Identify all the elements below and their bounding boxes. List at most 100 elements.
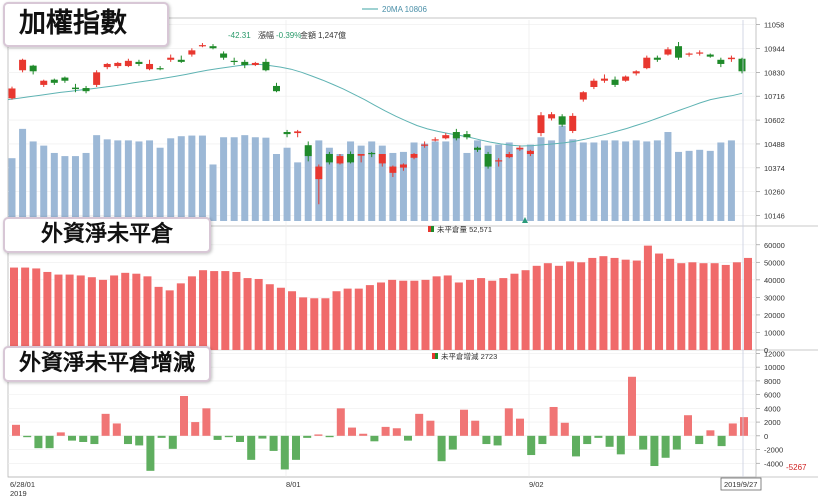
oi-change-bar — [572, 435, 580, 457]
candle-body — [167, 57, 175, 60]
oi-bar — [699, 263, 708, 350]
oi-change-bar — [628, 376, 636, 436]
oi-tick-label-4: 40000 — [764, 276, 785, 285]
oi-change-bar — [34, 435, 43, 449]
candle-body — [421, 144, 429, 146]
price-tick-label-5: 10716 — [764, 92, 785, 101]
candlesticks — [8, 41, 746, 205]
oi-change-bar — [415, 413, 424, 436]
volume-bar — [590, 142, 598, 221]
oi-bar — [710, 263, 719, 350]
candle-body — [177, 59, 185, 62]
chg-legend-swatch-2 — [435, 353, 438, 359]
oi-change-bar — [258, 435, 267, 439]
oi-bar — [299, 297, 308, 350]
oi-change-bar — [112, 423, 121, 436]
candle-body — [146, 63, 154, 70]
candle-body — [251, 62, 259, 66]
candle-body — [220, 53, 228, 58]
price-tick-label-6: 10830 — [764, 68, 785, 77]
oi-change-bar — [157, 435, 166, 438]
oi-bar — [666, 258, 675, 350]
oi-bar — [732, 262, 741, 350]
candle-body — [537, 115, 545, 134]
oi-bar — [187, 276, 196, 350]
volume-bar — [336, 154, 344, 221]
info-pct: -0.39% — [276, 31, 301, 40]
volume-bar — [632, 140, 640, 221]
oi-change-bar — [549, 406, 558, 436]
oi-bar — [32, 268, 41, 350]
volume-bar — [643, 141, 651, 221]
candle-body — [230, 60, 238, 63]
volume-bar — [653, 140, 661, 221]
volume-bar — [188, 135, 196, 221]
oi-bar — [432, 276, 441, 350]
volume-bar — [82, 152, 90, 221]
oi-bar — [554, 265, 563, 350]
candle-body — [590, 80, 598, 87]
oi-bar — [377, 282, 385, 350]
candle-body — [696, 52, 704, 54]
oi-bar — [365, 285, 374, 350]
oi-change-bar — [224, 435, 233, 438]
oi-change-bar — [146, 435, 155, 471]
oi-bar — [54, 274, 63, 350]
oi-change-bar — [90, 435, 99, 445]
candle-body — [727, 57, 735, 60]
volume-bar — [29, 141, 37, 221]
x-label-year: 2019 — [10, 489, 27, 498]
oi-change-bar — [370, 435, 379, 442]
volume-bar — [156, 147, 164, 221]
candle-body — [50, 79, 58, 83]
oi-change-bar — [180, 395, 188, 436]
oi-change-bar — [269, 435, 278, 451]
chg-tick-label-8: 12000 — [764, 349, 785, 358]
info-pct-label: 漲幅 — [258, 30, 274, 40]
volume-bar — [526, 144, 534, 221]
volume-bar — [474, 140, 482, 221]
volume-bar — [389, 152, 397, 221]
candle-body — [325, 154, 333, 163]
candle-body — [272, 85, 280, 92]
oi-change-bar — [135, 435, 144, 446]
oi-change-bar — [516, 418, 524, 436]
candle-body — [452, 132, 460, 139]
oi-bar — [221, 271, 230, 350]
oi-change-bar — [23, 435, 32, 438]
oi-bar — [421, 279, 430, 350]
candle-body — [315, 166, 323, 180]
volume-bar — [40, 145, 48, 221]
candle-body — [484, 154, 492, 167]
candle-body — [93, 72, 101, 85]
info-change: -42.31 — [228, 31, 251, 40]
volume-bar — [537, 137, 545, 221]
volume-bar — [600, 140, 608, 221]
candle-body — [82, 88, 90, 92]
oi-bar — [410, 280, 419, 350]
volume-bar — [114, 140, 122, 221]
candle-body — [283, 132, 291, 135]
oi-bar — [399, 280, 408, 350]
candle-body — [738, 58, 746, 72]
volume-bar — [198, 135, 206, 221]
candle-body — [516, 147, 524, 150]
oi-change-bar — [482, 435, 491, 445]
oi-change-bar — [191, 422, 200, 436]
oi-change-bar — [639, 435, 648, 450]
oi-change-bar — [695, 435, 704, 445]
oi-bar — [332, 291, 341, 350]
oi-bar — [721, 264, 730, 350]
oi-change-bar — [202, 408, 211, 436]
oi-bar — [21, 267, 30, 350]
candle-body — [156, 68, 164, 70]
oi-bar — [454, 282, 463, 350]
volume-bar — [71, 156, 79, 221]
volume-bar — [410, 142, 418, 221]
volume-bar — [431, 141, 439, 221]
chg-legend: 未平倉增減 2723 — [441, 351, 497, 361]
oi-change-bar — [717, 435, 726, 447]
oi-bar — [655, 253, 664, 350]
oi-change-bar — [392, 428, 401, 436]
